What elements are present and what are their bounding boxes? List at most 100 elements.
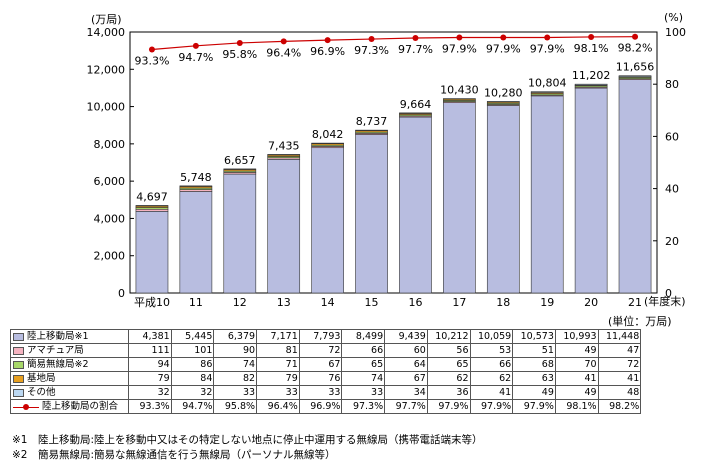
table-row-header: その他 <box>10 385 129 400</box>
x-axis-unit-label: (年度末) <box>644 295 686 308</box>
table-cell: 6,379 <box>213 329 258 344</box>
legend-swatch <box>13 332 24 341</box>
table-cell: 51 <box>512 343 556 358</box>
table-cell: 74 <box>213 357 258 372</box>
table-cell: 97.3% <box>341 399 386 414</box>
table-cell: 49 <box>512 385 556 400</box>
bar-segment <box>355 134 388 294</box>
table-row-header: 基地局 <box>10 371 129 386</box>
table-cell: 66 <box>469 357 514 372</box>
table-cell: 97.7% <box>384 399 428 414</box>
table-cell: 34 <box>384 385 428 400</box>
table-cell: 41 <box>597 371 642 386</box>
bar-total-label: 6,657 <box>224 154 256 167</box>
legend-swatch <box>13 403 39 411</box>
share-point-label: 98.1% <box>574 42 609 55</box>
share-point <box>456 34 463 41</box>
table-cell: 72 <box>298 343 343 358</box>
table-cell: 65 <box>426 357 471 372</box>
share-point-label: 94.7% <box>178 51 213 64</box>
share-point <box>412 35 419 42</box>
right-axis-tick-label: 20 <box>665 235 679 248</box>
bar-segment <box>135 205 169 207</box>
right-axis-tick-label: 80 <box>665 78 679 91</box>
table-cell: 90 <box>213 343 258 358</box>
table-cell: 8,499 <box>341 329 386 344</box>
table-cell: 76 <box>298 371 343 386</box>
table-cell: 64 <box>384 357 428 372</box>
table-cell: 4,381 <box>128 329 172 344</box>
share-point-label: 97.3% <box>354 44 389 57</box>
table-cell: 10,573 <box>512 329 556 344</box>
table-row-label: 簡易無線局※2 <box>27 359 89 370</box>
bar-segment <box>530 91 564 93</box>
bar-segment <box>311 147 344 294</box>
table-cell: 111 <box>128 343 172 358</box>
table-row: 陸上移動局※1 4,381 5,445 6,379 7,171 7,793 8,499 9,4… <box>10 329 642 344</box>
bar-segment <box>486 101 520 103</box>
bar-total-label: 7,435 <box>268 139 300 152</box>
x-axis-category-label: 平成10 <box>134 296 170 309</box>
left-axis-tick-label: 0 <box>118 287 125 300</box>
table-row-header: 陸上移動局の割合 <box>10 399 129 414</box>
table-cell: 10,212 <box>426 329 471 344</box>
bar-total-label: 10,280 <box>484 86 523 99</box>
bar-segment <box>574 87 608 294</box>
share-point-label: 95.8% <box>222 48 257 61</box>
bar-total-label: 5,748 <box>180 171 212 184</box>
left-axis-tick-label: 4,000 <box>94 212 126 225</box>
share-point <box>544 34 551 41</box>
table-row-label: アマチュア局 <box>27 345 84 356</box>
table-cell: 47 <box>597 343 642 358</box>
x-axis-category-label: 20 <box>584 296 598 309</box>
right-axis-tick-label: 0 <box>665 287 672 300</box>
table-cell: 97.9% <box>426 399 471 414</box>
table-cell: 79 <box>128 371 172 386</box>
bar-segment <box>443 98 476 100</box>
table-cell: 48 <box>597 385 642 400</box>
right-axis-tick-label: 40 <box>665 183 679 196</box>
share-point-label: 96.9% <box>310 45 345 58</box>
x-axis-category-label: 18 <box>496 296 510 309</box>
table-cell: 53 <box>469 343 514 358</box>
table-cell: 33 <box>213 385 258 400</box>
table-cell: 10,993 <box>554 329 599 344</box>
right-axis-unit-label: (%) <box>664 11 684 24</box>
x-axis-category-label: 14 <box>321 296 335 309</box>
x-axis-category-label: 21 <box>628 296 642 309</box>
share-point-label: 93.3% <box>134 54 169 67</box>
share-point <box>588 33 595 40</box>
table-cell: 7,171 <box>256 329 300 344</box>
table-cell: 96.9% <box>298 399 343 414</box>
right-axis-tick-label: 60 <box>665 130 679 143</box>
table-cell: 9,439 <box>384 329 428 344</box>
x-axis-category-label: 19 <box>540 296 554 309</box>
table-cell: 10,059 <box>469 329 514 344</box>
bar-total-label: 10,804 <box>528 77 567 90</box>
x-axis-category-label: 16 <box>408 296 422 309</box>
legend-swatch <box>13 388 24 397</box>
table-cell: 33 <box>256 385 300 400</box>
left-axis-tick-label: 2,000 <box>94 250 126 263</box>
bar-segment <box>399 116 432 294</box>
footnote-2: ※2 簡易無線局:簡易な無線通信を行う無線局（パーソナル無線等） <box>12 449 336 461</box>
table-cell: 62 <box>426 371 471 386</box>
table-cell: 68 <box>512 357 556 372</box>
x-axis-category-label: 13 <box>277 296 291 309</box>
table-cell: 60 <box>384 343 428 358</box>
share-point-label: 98.2% <box>618 42 653 55</box>
table-cell: 70 <box>554 357 599 372</box>
table-cell: 11,448 <box>597 329 642 344</box>
bar-total-label: 9,664 <box>400 98 432 111</box>
table-cell: 32 <box>170 385 215 400</box>
left-axis-unit-label: (万局) <box>91 13 122 26</box>
share-point <box>324 37 331 44</box>
table-row-header: 簡易無線局※2 <box>10 357 129 372</box>
table-cell: 7,793 <box>298 329 343 344</box>
left-axis-tick-label: 14,000 <box>87 26 126 39</box>
bar-total-label: 11,656 <box>616 61 655 74</box>
right-axis-tick-label: 100 <box>665 26 686 39</box>
bar-segment <box>618 75 652 77</box>
legend-swatch <box>13 374 24 383</box>
table-cell: 5,445 <box>170 329 215 344</box>
